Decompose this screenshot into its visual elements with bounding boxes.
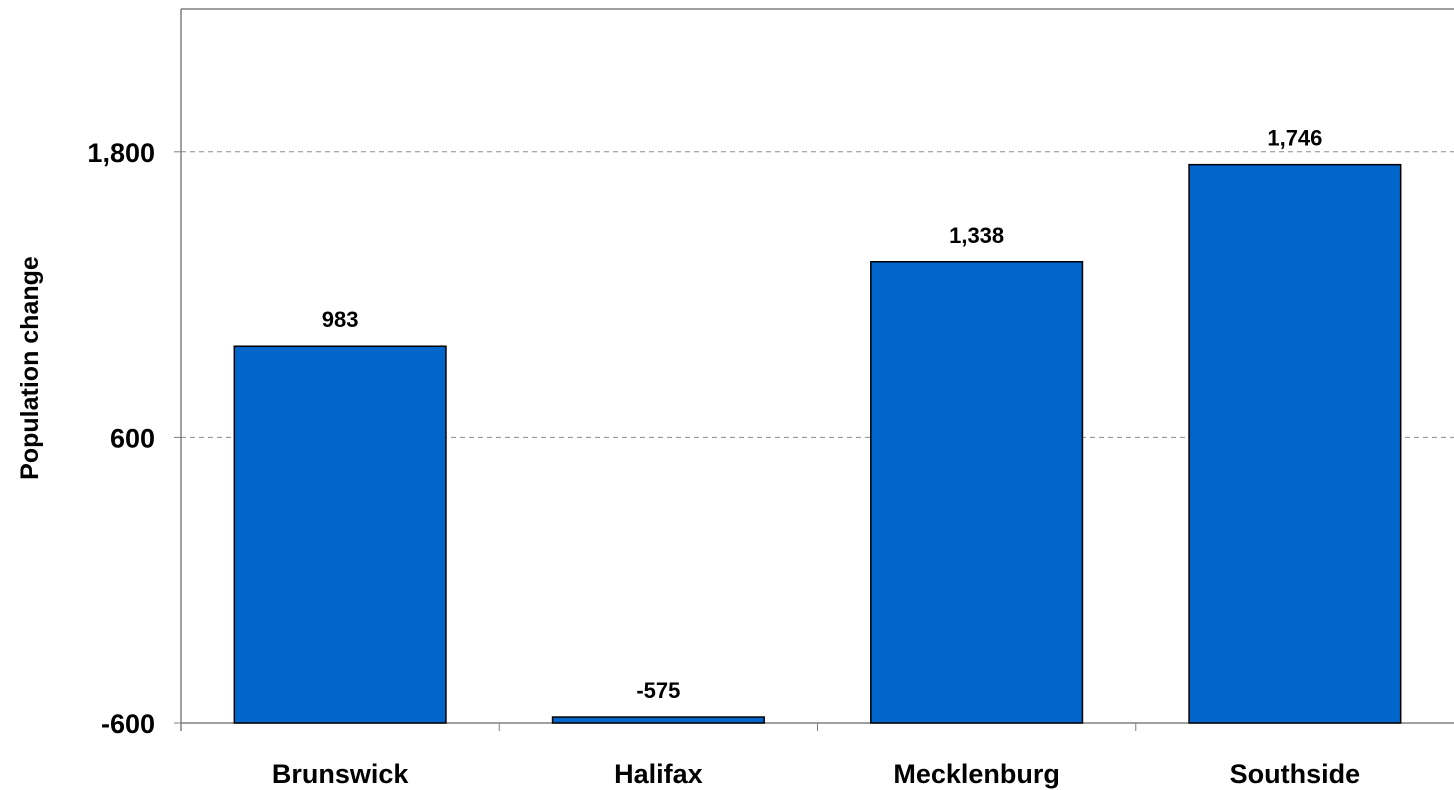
y-tick-label: 1,800 [87,138,155,168]
data-label: 1,746 [1267,126,1322,151]
bars [233,163,1402,724]
category-label: Halifax [614,759,703,789]
y-tick-labels: -600 600 1,800 [87,138,155,739]
category-label: Brunswick [272,759,410,789]
bar-southside [1188,163,1402,724]
y-axis-title: Population change [16,256,44,480]
bar-halifax [551,716,765,724]
y-tick-label: 600 [110,423,155,453]
data-label: 1,338 [949,223,1004,248]
bar-mecklenburg [870,261,1084,724]
bar-brunswick [233,345,447,724]
category-label: Mecklenburg [893,759,1060,789]
category-label: Southside [1230,759,1361,789]
y-tick-label: -600 [101,709,155,739]
data-labels: 983 -575 1,338 1,746 [322,126,1323,703]
data-label: 983 [322,307,359,332]
data-label: -575 [636,678,680,703]
x-category-labels: Brunswick Halifax Mecklenburg Southside [272,759,1360,789]
